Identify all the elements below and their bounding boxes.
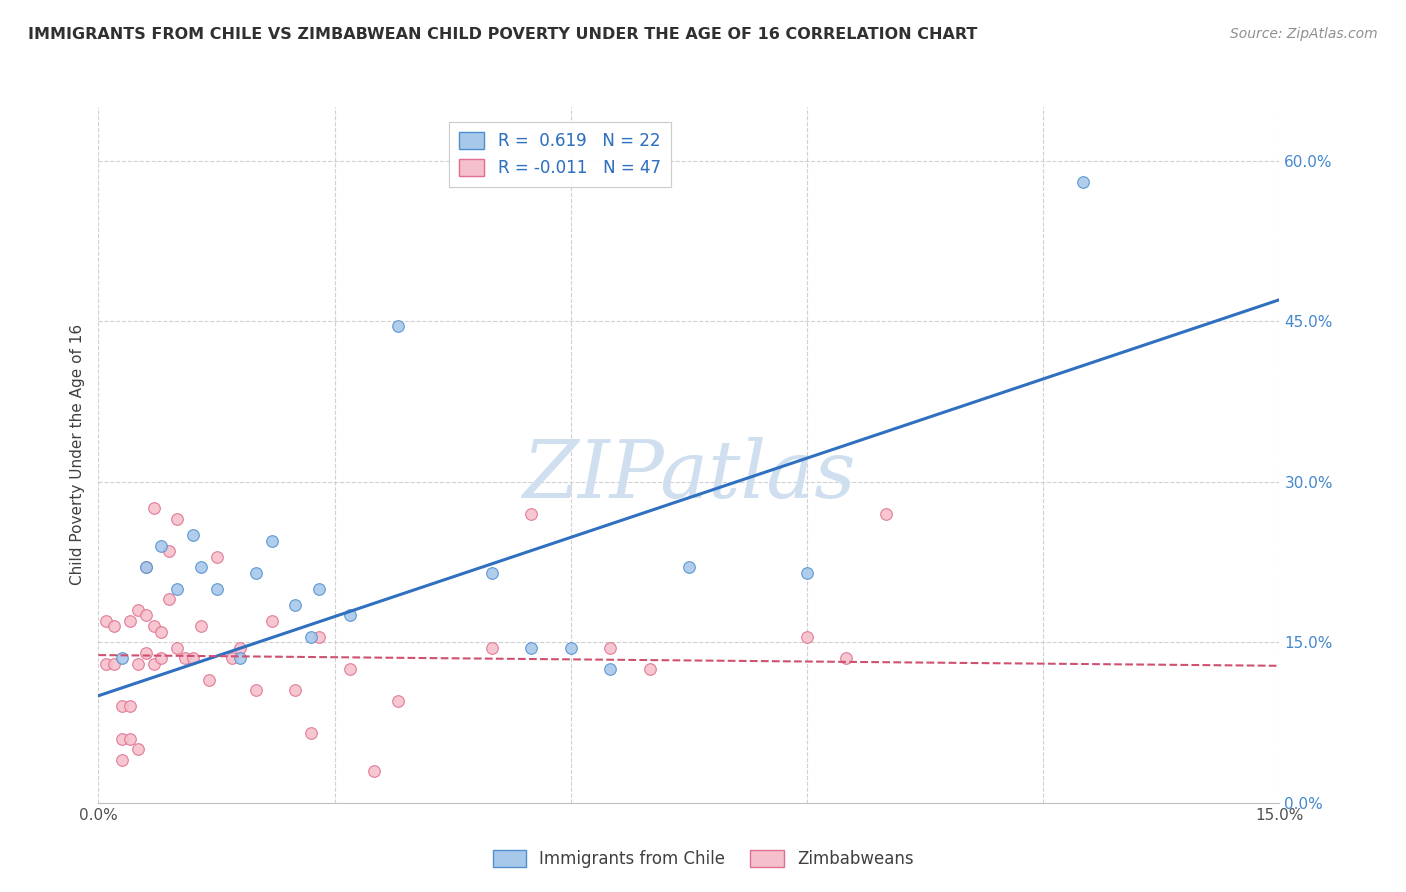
Point (127, 657, 149, 671)
Point (387, 319, 409, 334)
Point (599, 640, 621, 655)
Point (481, 640, 503, 655)
Legend: R =  0.619   N = 22, R = -0.011   N = 47: R = 0.619 N = 22, R = -0.011 N = 47 (450, 122, 671, 187)
Point (127, 603, 149, 617)
Point (111, 651, 134, 665)
Point (142, 619, 165, 633)
Point (181, 528, 204, 542)
Point (118, 731, 141, 746)
Point (135, 646, 157, 660)
Point (260, 533, 283, 548)
Text: ZIPatlas: ZIPatlas (522, 437, 856, 515)
Point (111, 699, 134, 714)
Point (111, 753, 134, 767)
Point (835, 651, 858, 665)
Point (299, 630, 322, 644)
Point (387, 694, 409, 708)
Legend: Immigrants from Chile, Zimbabweans: Immigrants from Chile, Zimbabweans (486, 843, 920, 875)
Point (135, 560, 157, 574)
Point (260, 614, 283, 628)
Point (284, 598, 307, 612)
Point (363, 764, 385, 778)
Point (135, 608, 157, 623)
Point (1071, 175, 1094, 189)
Point (481, 566, 503, 580)
Point (520, 640, 543, 655)
Point (150, 539, 173, 553)
Text: Source: ZipAtlas.com: Source: ZipAtlas.com (1230, 27, 1378, 41)
Point (190, 619, 212, 633)
Point (875, 507, 897, 521)
Point (205, 582, 228, 596)
Point (135, 560, 157, 574)
Point (245, 683, 267, 698)
Point (299, 726, 322, 740)
Point (245, 566, 267, 580)
Point (599, 662, 621, 676)
Point (796, 630, 818, 644)
Point (157, 592, 180, 607)
Point (166, 640, 188, 655)
Point (166, 582, 188, 596)
Point (157, 544, 180, 558)
Point (229, 640, 252, 655)
Point (103, 619, 125, 633)
Point (520, 507, 543, 521)
Point (96, 657, 118, 671)
Text: IMMIGRANTS FROM CHILE VS ZIMBABWEAN CHILD POVERTY UNDER THE AGE OF 16 CORRELATIO: IMMIGRANTS FROM CHILE VS ZIMBABWEAN CHIL… (28, 27, 977, 42)
Point (174, 651, 197, 665)
Point (142, 657, 165, 671)
Point (118, 614, 141, 628)
Point (150, 624, 173, 639)
Point (103, 657, 125, 671)
Point (221, 651, 243, 665)
Point (166, 512, 188, 526)
Point (190, 560, 212, 574)
Point (142, 501, 165, 516)
Point (284, 683, 307, 698)
Point (308, 630, 330, 644)
Point (308, 582, 330, 596)
Point (127, 742, 149, 756)
Point (111, 731, 134, 746)
Point (118, 699, 141, 714)
Point (638, 662, 661, 676)
Point (339, 608, 361, 623)
Point (96, 614, 118, 628)
Point (205, 549, 228, 564)
Point (796, 566, 818, 580)
Point (560, 640, 582, 655)
Point (339, 662, 361, 676)
Y-axis label: Child Poverty Under the Age of 16: Child Poverty Under the Age of 16 (69, 325, 84, 585)
Point (197, 673, 219, 687)
Point (181, 651, 204, 665)
Point (678, 560, 700, 574)
Point (229, 651, 252, 665)
Point (150, 651, 173, 665)
